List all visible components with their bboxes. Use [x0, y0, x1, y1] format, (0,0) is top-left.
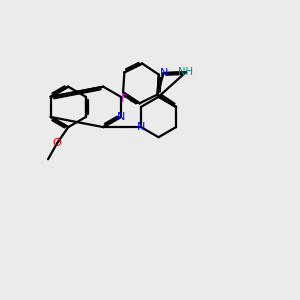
Text: NH: NH — [178, 67, 193, 77]
Text: F: F — [121, 94, 128, 103]
Text: O: O — [52, 139, 61, 148]
Text: N: N — [137, 122, 145, 132]
Text: N: N — [159, 68, 168, 78]
Text: N: N — [117, 112, 125, 122]
